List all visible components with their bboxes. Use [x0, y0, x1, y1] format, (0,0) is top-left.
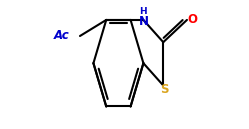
Text: Ac: Ac — [53, 30, 69, 42]
Text: H: H — [140, 7, 147, 16]
Text: O: O — [188, 13, 198, 26]
Text: N: N — [138, 15, 148, 28]
Text: S: S — [160, 83, 168, 96]
